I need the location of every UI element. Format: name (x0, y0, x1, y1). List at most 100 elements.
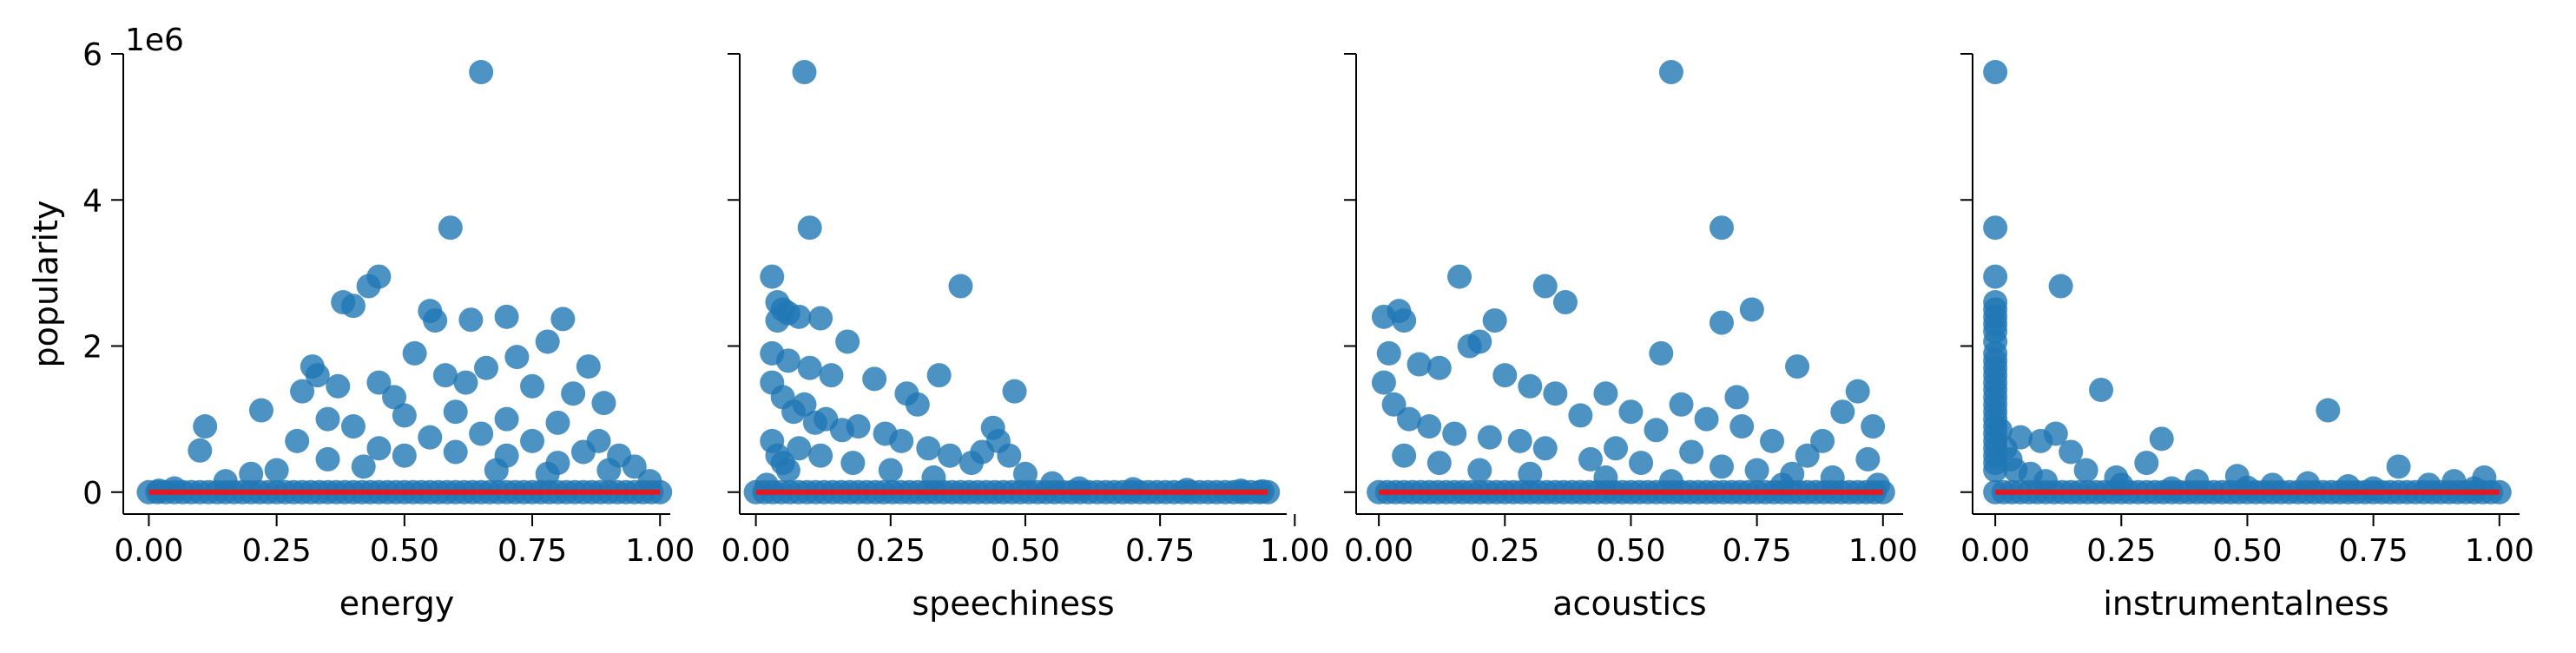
scatter-point (474, 355, 499, 380)
y-offset-label: 1e6 (125, 23, 184, 58)
x-tick-label: 0.25 (1470, 533, 1539, 569)
scatter-point (1998, 446, 2023, 472)
scatter-point (1729, 414, 1755, 439)
scatter-point (1543, 381, 1568, 406)
scatter-point (392, 443, 417, 468)
x-tick-label: 0.00 (721, 533, 791, 569)
scatter-point (1552, 290, 1578, 315)
scatter-point (351, 454, 376, 479)
x-tick-label: 1.00 (1260, 533, 1329, 569)
scatter-point (402, 340, 427, 366)
scatter-point (356, 274, 381, 299)
y-axis-label: popularity (27, 201, 65, 368)
scatter-point (570, 439, 596, 465)
scatter-point (1669, 392, 1694, 417)
scatter-point (2048, 274, 2073, 299)
scatter-point (453, 370, 478, 395)
scatter-point (1392, 308, 1417, 333)
x-axis-label: energy (339, 584, 454, 623)
scatter-point (1407, 352, 1432, 377)
scatter-point (959, 451, 984, 476)
scatter-point (1002, 379, 1027, 404)
scatter-point (1658, 60, 1683, 85)
scatter-point (787, 304, 812, 329)
scatter-point (188, 438, 213, 463)
scatter-point (315, 446, 340, 472)
x-tick-label: 0.75 (1125, 533, 1195, 569)
scatter-point (1532, 436, 1558, 461)
scatter-point (305, 363, 330, 388)
y-tick-label: 4 (82, 183, 102, 219)
scatter-point (1983, 264, 2008, 289)
scatter-point (2043, 421, 2068, 446)
scatter-point (2059, 439, 2084, 465)
scatter-point (576, 354, 601, 379)
scatter-point (878, 458, 903, 483)
scatter-point (1447, 264, 1472, 289)
scatter-point (1987, 418, 2013, 443)
scatter-point (905, 392, 930, 417)
scatter-point (520, 373, 545, 399)
scatter-point (1457, 333, 1482, 359)
scatter-point (916, 436, 941, 461)
scatter-point (1604, 436, 1629, 461)
scatter-point (432, 363, 458, 388)
scatter-point (443, 399, 468, 425)
x-tick-label: 0.50 (2212, 533, 2282, 569)
scatter-point (1518, 461, 1543, 486)
scatter-point (1492, 363, 1518, 388)
y-tick-label: 0 (82, 476, 102, 511)
scatter-point (366, 370, 392, 395)
scatter-point (469, 60, 494, 85)
scatter-point (1629, 451, 1654, 476)
scatter-point (808, 443, 833, 468)
scatter-point (1795, 443, 1820, 468)
scatter-point (792, 60, 817, 85)
x-tick-label: 0.25 (2086, 533, 2156, 569)
scatter-point (239, 461, 264, 486)
scatter-point (1477, 425, 1502, 450)
scatter-point (787, 436, 812, 461)
y-tick-label: 6 (82, 37, 102, 73)
scatter-point (494, 406, 519, 432)
scatter-point (494, 304, 519, 329)
scatter-point (290, 379, 315, 404)
scatter-point (2073, 458, 2098, 483)
scatter-point (1482, 308, 1507, 333)
x-tick-label: 0.75 (2339, 533, 2408, 569)
scatter-point (840, 451, 866, 476)
scatter-point (1593, 381, 1618, 406)
scatter-point (545, 410, 570, 435)
scatter-point (315, 406, 340, 432)
scatter-point (1709, 310, 1734, 335)
scatter-point (1578, 446, 1603, 472)
scatter-point (550, 307, 576, 332)
scatter-point (997, 443, 1022, 468)
scatter-point (938, 443, 963, 468)
scatter-point (520, 428, 545, 453)
scatter-point (1396, 406, 1421, 432)
scatter-point (889, 428, 914, 453)
scatter-point (591, 391, 616, 416)
scatter-point (1532, 274, 1558, 299)
x-axis-label: speechiness (912, 584, 1114, 623)
scatter-point (1426, 451, 1452, 476)
scatter-point (2149, 426, 2174, 452)
x-tick-label: 1.00 (2465, 533, 2534, 569)
scatter-point (1371, 304, 1396, 329)
scatter-point (1810, 428, 1835, 453)
scatter-point (418, 425, 443, 450)
x-tick-label: 0.50 (991, 533, 1060, 569)
scatter-point (1442, 421, 1467, 446)
scatter-point (1845, 379, 1870, 404)
scatter-point (622, 454, 647, 479)
scatter-point (561, 381, 586, 406)
scatter-point (1518, 373, 1543, 399)
scatter-point (760, 264, 785, 289)
scatter-point (926, 363, 952, 388)
scatter-point (596, 458, 622, 483)
scatter-point (835, 329, 860, 354)
x-tick-label: 1.00 (1848, 533, 1918, 569)
scatter-point (1417, 414, 1442, 439)
scatter-point (1568, 403, 1593, 428)
